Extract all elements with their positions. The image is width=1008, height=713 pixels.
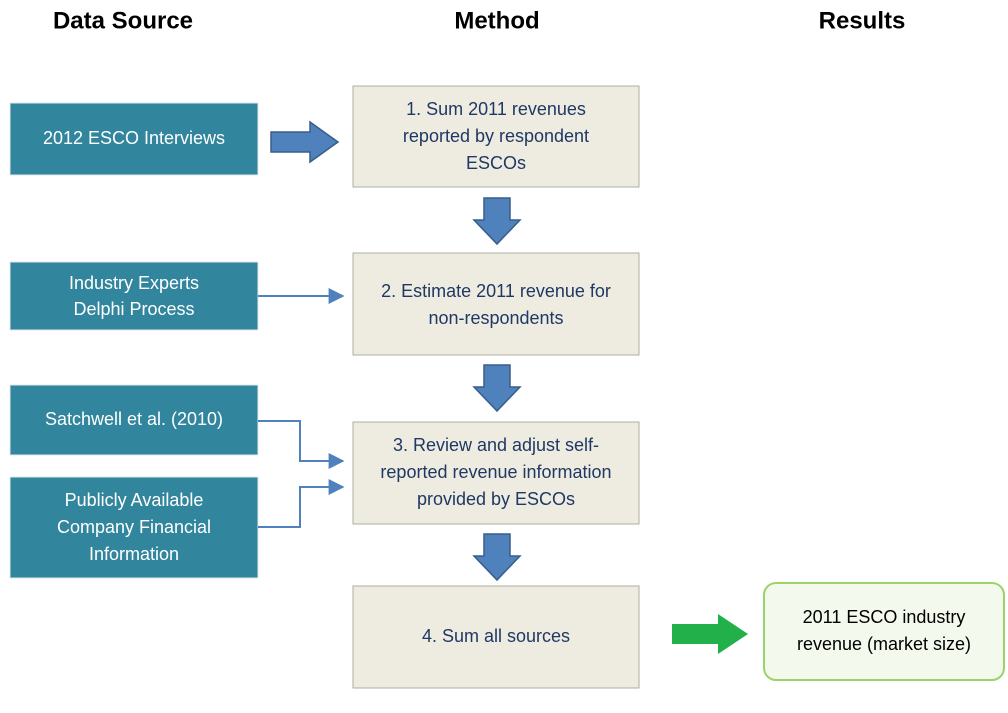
- result-text: 2011 ESCO industry: [803, 607, 966, 627]
- connector: [258, 479, 345, 528]
- step-text: 3. Review and adjust self-: [393, 435, 599, 455]
- step-box: [352, 85, 640, 188]
- source-text: Information: [89, 544, 179, 564]
- step-box: [352, 252, 640, 356]
- step-text: reported revenue information: [380, 462, 611, 482]
- green-arrow: [672, 614, 748, 654]
- source-text: Industry Experts: [69, 273, 199, 293]
- block-arrow: [270, 120, 340, 164]
- header: Results: [819, 7, 906, 34]
- source-box: [9, 261, 259, 331]
- source-text: Publicly Available: [65, 490, 204, 510]
- source-box: [9, 476, 259, 579]
- block-arrow: [472, 364, 522, 413]
- header: Data Source: [53, 7, 193, 34]
- step-text: non-respondents: [428, 308, 563, 328]
- step-text: ESCOs: [466, 153, 526, 173]
- source-box: [9, 102, 259, 176]
- connector: [258, 420, 345, 469]
- source-text: Company Financial: [57, 517, 211, 537]
- source-text: Delphi Process: [73, 299, 194, 319]
- source-box: [9, 384, 259, 456]
- result-box: [763, 582, 1005, 681]
- header: Method: [454, 7, 539, 34]
- source-text: Satchwell et al. (2010): [45, 409, 223, 429]
- step-text: 1. Sum 2011 revenues: [406, 99, 586, 119]
- step-text: 2. Estimate 2011 revenue for: [381, 281, 611, 301]
- block-arrow: [472, 533, 522, 582]
- step-text: reported by respondent: [403, 126, 589, 146]
- step-box: [352, 421, 640, 525]
- source-text: 2012 ESCO Interviews: [43, 128, 225, 148]
- step-text: provided by ESCOs: [417, 489, 575, 509]
- step-box: [352, 585, 640, 689]
- result-text: revenue (market size): [797, 634, 971, 654]
- step-text: 4. Sum all sources: [422, 626, 570, 646]
- block-arrow: [472, 197, 522, 246]
